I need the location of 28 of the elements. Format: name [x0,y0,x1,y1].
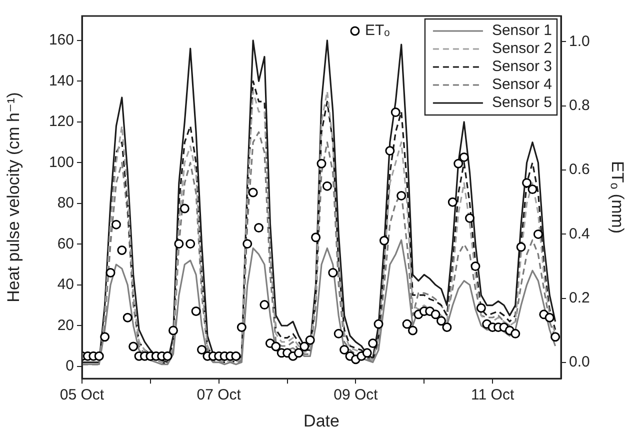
y-tick-label: 140 [48,72,74,90]
legend-label: Sensor 2 [492,40,552,58]
y-tick-label: 20 [57,316,74,334]
legend-label: Sensor 1 [492,22,552,40]
x-axis-title: Date [304,411,340,430]
y2-tick-label: 0.0 [569,354,590,371]
y-tick-label: 40 [57,276,74,294]
y2-tick-label: 0.6 [569,161,590,178]
x-tick-label: 07 Oct [196,386,242,404]
y2-tick-label: 0.2 [569,290,590,307]
y2-axis-title: ETₒ (mm) [608,161,628,234]
x-tick-label: 09 Oct [334,386,379,404]
y-tick-label: 160 [48,32,74,49]
y-axis-title: Heat pulse velocity (cm h⁻¹) [4,92,23,302]
y-tick-label: 100 [48,154,74,171]
y-tick-label: 0 [66,358,74,375]
x-tick-label: 11 Oct [471,386,515,404]
y2-tick-label: 0.4 [569,225,590,242]
legend-label: Sensor 4 [492,76,552,94]
legend-label: Sensor 5 [492,94,552,112]
legend-label: ETₒ [364,22,390,40]
x-tick-label: 05 Oct [60,386,105,404]
legend-label: Sensor 3 [492,58,552,76]
y2-tick-label: 1.0 [569,32,590,50]
y-tick-label: 60 [57,235,74,252]
y-tick-label: 80 [57,194,74,212]
y2-tick-label: 0.8 [569,96,590,114]
y-tick-label: 120 [48,113,74,130]
